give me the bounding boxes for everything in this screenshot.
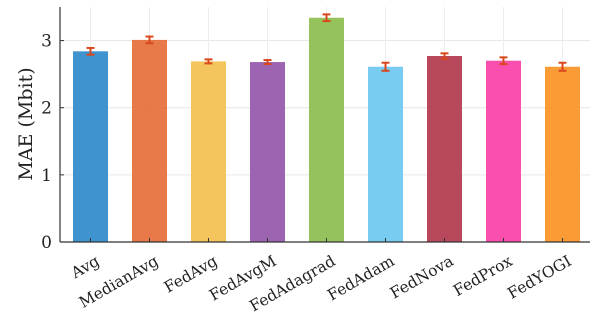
x-tick-label: FedNova	[387, 252, 457, 303]
bar-medianavg	[132, 40, 167, 242]
x-tick-label: FedYOGI	[504, 252, 574, 303]
y-tick-label: 2	[41, 99, 52, 119]
x-tick-label: Avg	[67, 252, 102, 283]
bar-fedadam	[368, 67, 403, 242]
y-tick-label: 3	[41, 32, 52, 52]
y-tick-labels: 0 1 2 3	[41, 32, 52, 253]
y-tick-label: 0	[41, 233, 52, 253]
bar-avg	[73, 51, 108, 242]
y-tick-label: 1	[41, 166, 52, 186]
bar-fedavgm	[250, 62, 285, 242]
x-tick-label: FedAdam	[324, 252, 397, 305]
bar-fedprox	[486, 61, 521, 242]
bar-fedyogi	[545, 67, 580, 242]
bar-fedavg	[191, 61, 226, 242]
bar-fedadagrad	[309, 18, 344, 242]
y-axis-label: MAE (Mbit)	[15, 67, 37, 180]
bar-fednova	[427, 56, 462, 242]
x-tick-label: FedProx	[450, 252, 515, 300]
